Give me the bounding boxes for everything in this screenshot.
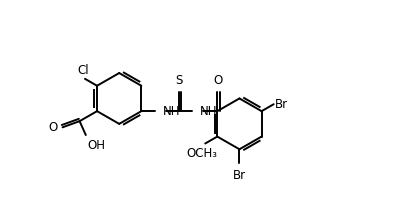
Text: Cl: Cl <box>78 64 89 76</box>
Text: Br: Br <box>275 98 288 111</box>
Text: NH: NH <box>200 105 217 118</box>
Text: OCH₃: OCH₃ <box>186 147 217 160</box>
Text: OH: OH <box>87 139 105 152</box>
Text: O: O <box>213 73 223 87</box>
Text: NH: NH <box>163 105 181 118</box>
Text: O: O <box>49 121 58 134</box>
Text: Br: Br <box>233 168 246 182</box>
Text: S: S <box>175 73 183 87</box>
